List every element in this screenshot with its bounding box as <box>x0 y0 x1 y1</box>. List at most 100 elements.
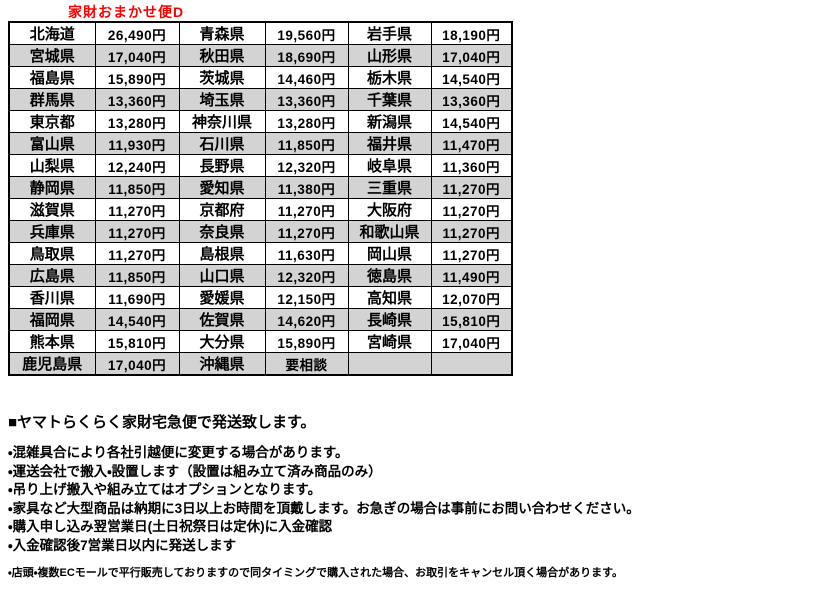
table-row: 東京都 13,280円 神奈川県 13,280円 新潟県 14,540円 <box>8 110 513 133</box>
price-cell: 14,540円 <box>94 308 180 331</box>
price-cell <box>430 352 513 376</box>
table-row: 香川県 11,690円 愛媛県 12,150円 高知県 12,070円 <box>8 286 513 309</box>
table-row: 熊本県 15,810円 大分県 15,890円 宮崎県 17,040円 <box>8 330 513 353</box>
prefecture-cell: 青森県 <box>178 21 266 45</box>
price-cell: 17,040円 <box>94 352 180 376</box>
price-cell: 11,470円 <box>430 132 513 155</box>
price-cell: 13,280円 <box>94 110 180 133</box>
note-item: ・吊り上げ搬入や組み立てはオプションとなります。 <box>8 482 322 497</box>
prefecture-cell: 神奈川県 <box>178 110 266 133</box>
table-row: 滋賀県 11,270円 京都府 11,270円 大阪府 11,270円 <box>8 198 513 221</box>
table-row: 群馬県 13,360円 埼玉県 13,360円 千葉県 13,360円 <box>8 88 513 111</box>
prefecture-cell: 栃木県 <box>347 66 432 89</box>
notes-fine-print: ・店頭・複数ECモールで平行販売しておりますので同タイミングで購入された場合、お… <box>8 567 623 579</box>
prefecture-cell: 山形県 <box>347 44 432 67</box>
table-row: 広島県 11,850円 山口県 12,320円 徳島県 11,490円 <box>8 264 513 287</box>
table-row: 鳥取県 11,270円 島根県 11,630円 岡山県 11,270円 <box>8 242 513 265</box>
price-cell: 26,490円 <box>94 21 180 45</box>
notes-list: ・混雑具合により各社引越便に変更する場合があります。・運送会社で搬入・設置します… <box>8 444 818 555</box>
table-row: 兵庫県 11,270円 奈良県 11,270円 和歌山県 11,270円 <box>8 220 513 243</box>
prefecture-cell: 三重県 <box>347 176 432 199</box>
price-cell: 14,460円 <box>264 66 349 89</box>
price-cell: 12,320円 <box>264 264 349 287</box>
prefecture-cell <box>347 352 432 376</box>
prefecture-cell: 群馬県 <box>8 88 96 111</box>
price-cell: 13,360円 <box>430 88 513 111</box>
price-cell: 14,540円 <box>430 66 513 89</box>
table-row: 福岡県 14,540円 佐賀県 14,620円 長崎県 15,810円 <box>8 308 513 331</box>
price-cell: 11,850円 <box>94 264 180 287</box>
prefecture-cell: 千葉県 <box>347 88 432 111</box>
prefecture-cell: 長崎県 <box>347 308 432 331</box>
prefecture-cell: 熊本県 <box>8 330 96 353</box>
price-cell: 11,270円 <box>94 220 180 243</box>
price-cell: 17,040円 <box>430 44 513 67</box>
price-cell: 11,270円 <box>94 198 180 221</box>
prefecture-cell: 和歌山県 <box>347 220 432 243</box>
price-cell: 11,380円 <box>264 176 349 199</box>
prefecture-cell: 沖縄県 <box>178 352 266 376</box>
price-cell: 17,040円 <box>430 330 513 353</box>
table-row: 福島県 15,890円 茨城県 14,460円 栃木県 14,540円 <box>8 66 513 89</box>
table-row: 鹿児島県 17,040円 沖縄県 要相談 <box>8 352 513 376</box>
prefecture-cell: 香川県 <box>8 286 96 309</box>
prefecture-cell: 広島県 <box>8 264 96 287</box>
prefecture-cell: 鹿児島県 <box>8 352 96 376</box>
note-item: ・混雑具合により各社引越便に変更する場合があります。 <box>8 445 349 460</box>
price-cell: 12,240円 <box>94 154 180 177</box>
prefecture-cell: 徳島県 <box>347 264 432 287</box>
prefecture-cell: 茨城県 <box>178 66 266 89</box>
prefecture-cell: 大阪府 <box>347 198 432 221</box>
price-cell: 15,810円 <box>94 330 180 353</box>
note-item: ・運送会社で搬入・設置します（設置は組み立て済み商品のみ） <box>8 463 382 479</box>
prefecture-cell: 北海道 <box>8 21 96 45</box>
price-cell: 11,360円 <box>430 154 513 177</box>
table-row: 静岡県 11,850円 愛知県 11,380円 三重県 11,270円 <box>8 176 513 199</box>
note-item: ・購入申し込み翌営業日(土日祝祭日は定休)に入金確認 <box>8 519 333 534</box>
table-row: 山梨県 12,240円 長野県 12,320円 岐阜県 11,360円 <box>8 154 513 177</box>
price-cell: 11,270円 <box>264 198 349 221</box>
price-cell: 13,360円 <box>264 88 349 111</box>
price-cell: 12,150円 <box>264 286 349 309</box>
price-cell: 18,690円 <box>264 44 349 67</box>
prefecture-cell: 奈良県 <box>178 220 266 243</box>
prefecture-cell: 岐阜県 <box>347 154 432 177</box>
prefecture-cell: 高知県 <box>347 286 432 309</box>
price-cell: 14,540円 <box>430 110 513 133</box>
prefecture-cell: 埼玉県 <box>178 88 266 111</box>
price-cell: 11,850円 <box>264 132 349 155</box>
prefecture-cell: 岡山県 <box>347 242 432 265</box>
prefecture-cell: 富山県 <box>8 132 96 155</box>
price-cell: 要相談 <box>264 352 349 376</box>
price-cell: 13,280円 <box>264 110 349 133</box>
prefecture-cell: 宮城県 <box>8 44 96 67</box>
price-cell: 11,270円 <box>430 198 513 221</box>
table-row: 宮城県 17,040円 秋田県 18,690円 山形県 17,040円 <box>8 44 513 67</box>
prefecture-cell: 兵庫県 <box>8 220 96 243</box>
shipping-fee-table: 北海道 26,490円 青森県 19,560円 岩手県 18,190円 宮城県 17,040円… <box>8 21 513 376</box>
shipping-table-body: 北海道 26,490円 青森県 19,560円 岩手県 18,190円 宮城県 17,040円… <box>8 21 513 376</box>
price-cell: 14,620円 <box>264 308 349 331</box>
note-item: ・入金確認後7営業日以内に発送します <box>8 537 237 553</box>
price-cell: 17,040円 <box>94 44 180 67</box>
prefecture-cell: 島根県 <box>178 242 266 265</box>
prefecture-cell: 山口県 <box>178 264 266 287</box>
prefecture-cell: 福岡県 <box>8 308 96 331</box>
prefecture-cell: 鳥取県 <box>8 242 96 265</box>
prefecture-cell: 静岡県 <box>8 176 96 199</box>
prefecture-cell: 佐賀県 <box>178 308 266 331</box>
price-cell: 11,270円 <box>264 220 349 243</box>
price-cell: 11,930円 <box>94 132 180 155</box>
table-row: 北海道 26,490円 青森県 19,560円 岩手県 18,190円 <box>8 21 513 45</box>
price-cell: 11,270円 <box>430 242 513 265</box>
price-cell: 11,270円 <box>430 220 513 243</box>
price-cell: 11,270円 <box>430 176 513 199</box>
prefecture-cell: 秋田県 <box>178 44 266 67</box>
price-cell: 15,890円 <box>264 330 349 353</box>
prefecture-cell: 岩手県 <box>347 21 432 45</box>
prefecture-cell: 大分県 <box>178 330 266 353</box>
price-cell: 11,270円 <box>94 242 180 265</box>
price-cell: 11,850円 <box>94 176 180 199</box>
note-item: ・家具など大型商品は納期に3日以上お時間を頂戴します。お急ぎの場合は事前にお問い… <box>8 500 640 516</box>
